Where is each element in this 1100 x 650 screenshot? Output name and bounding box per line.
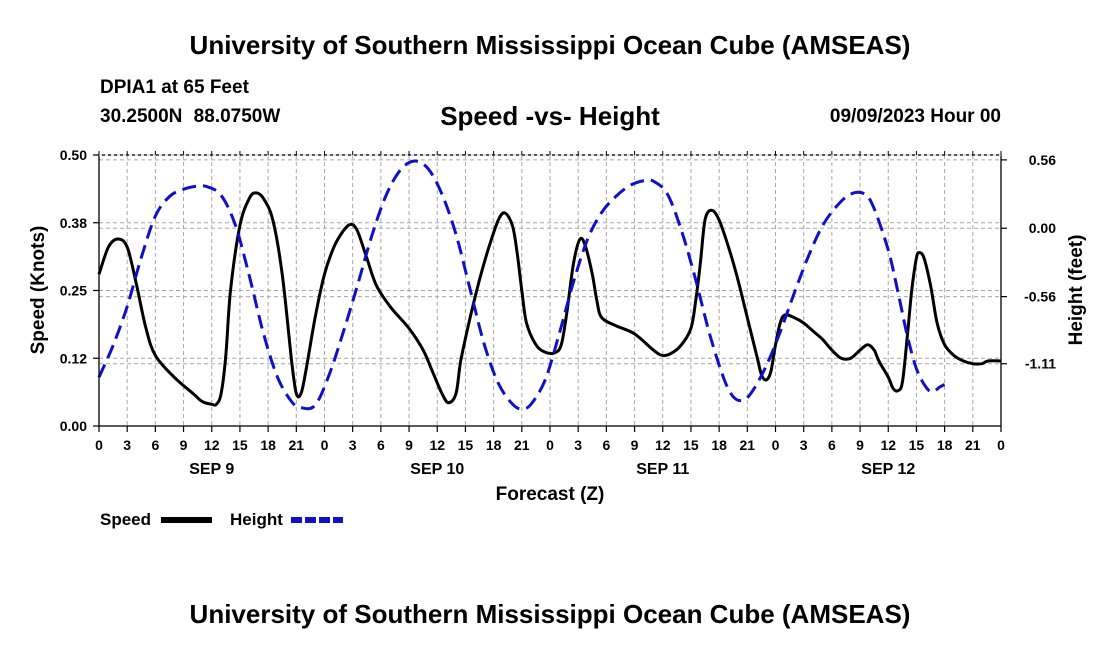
x-tick-label: 0 — [997, 437, 1005, 453]
y-axis-label-left: Speed (Knots) — [28, 226, 49, 355]
x-tick-label: 12 — [429, 437, 445, 453]
legend-speed-label: Speed — [100, 510, 151, 529]
axes-layer: 0 3 6 9 12 15 18 21 0 3 6 9 12 15 18 21 0 3 6 9 12 15 18 21 0 3 6 9… — [60, 147, 1056, 478]
x-tick-label: 9 — [631, 437, 639, 453]
x-tick-label: 3 — [574, 437, 582, 453]
x-tick-label: 18 — [486, 437, 502, 453]
x-date-label: SEP 12 — [861, 461, 915, 478]
legend: Speed Height — [100, 510, 343, 529]
x-tick-label: 15 — [232, 437, 248, 453]
y-tick-label-right: -0.56 — [1024, 289, 1056, 305]
x-tick-label: 21 — [740, 437, 756, 453]
x-tick-label: 12 — [880, 437, 896, 453]
y-tick-label-left: 0.12 — [60, 350, 87, 366]
coordinates-label: 30.2500N 88.0750W — [100, 106, 281, 127]
x-tick-label: 18 — [711, 437, 727, 453]
y-tick-label-right: 0.56 — [1029, 152, 1056, 168]
x-axis-label: Forecast (Z) — [496, 484, 605, 505]
x-date-label: SEP 9 — [189, 461, 234, 478]
x-date-label: SEP 11 — [636, 461, 689, 478]
x-tick-label: 6 — [828, 437, 836, 453]
y-tick-label-left: 0.38 — [60, 215, 87, 231]
x-tick-label: 21 — [289, 437, 305, 453]
height-series-line — [97, 159, 946, 411]
x-tick-label: 15 — [683, 437, 699, 453]
x-tick-label: 21 — [514, 437, 530, 453]
x-tick-label: 0 — [95, 437, 103, 453]
x-tick-label: 3 — [123, 437, 131, 453]
y-tick-label-right: 0.00 — [1029, 220, 1056, 236]
speed-series-line — [97, 191, 1002, 407]
y-tick-label-left: 0.25 — [60, 283, 87, 299]
x-tick-label: 6 — [151, 437, 159, 453]
forecast-datetime: 09/09/2023 Hour 00 — [829, 106, 1001, 127]
x-tick-label: 3 — [800, 437, 808, 453]
x-tick-label: 3 — [349, 437, 357, 453]
x-tick-label: 15 — [909, 437, 925, 453]
x-tick-label: 0 — [772, 437, 780, 453]
grid-layer — [99, 155, 1001, 426]
y-tick-label-left: 0.50 — [60, 147, 87, 163]
y-tick-label-right: -1.11 — [1025, 356, 1056, 372]
x-tick-label: 9 — [405, 437, 413, 453]
y-tick-label-left: 0.00 — [60, 418, 87, 434]
x-tick-label: 18 — [937, 437, 953, 453]
x-tick-label: 15 — [458, 437, 474, 453]
chart-subtitle: Speed -vs- Height — [440, 101, 660, 131]
x-tick-label: 9 — [856, 437, 864, 453]
x-tick-label: 21 — [965, 437, 981, 453]
x-tick-label: 12 — [204, 437, 220, 453]
legend-height-label: Height — [230, 510, 283, 529]
x-tick-label: 0 — [546, 437, 554, 453]
x-tick-label: 6 — [602, 437, 610, 453]
x-tick-label: 6 — [377, 437, 385, 453]
x-tick-label: 0 — [321, 437, 329, 453]
station-label: DPIA1 at 65 Feet — [100, 77, 249, 98]
x-tick-label: 12 — [655, 437, 671, 453]
y-axis-label-right: Height (feet) — [1066, 235, 1087, 346]
x-date-label: SEP 10 — [410, 461, 464, 478]
page-title: University of Southern Mississippi Ocean… — [189, 30, 911, 60]
footer-title: University of Southern Mississippi Ocean… — [189, 599, 911, 629]
series-layer — [97, 159, 1002, 411]
x-tick-label: 18 — [260, 437, 276, 453]
x-tick-label: 9 — [180, 437, 188, 453]
